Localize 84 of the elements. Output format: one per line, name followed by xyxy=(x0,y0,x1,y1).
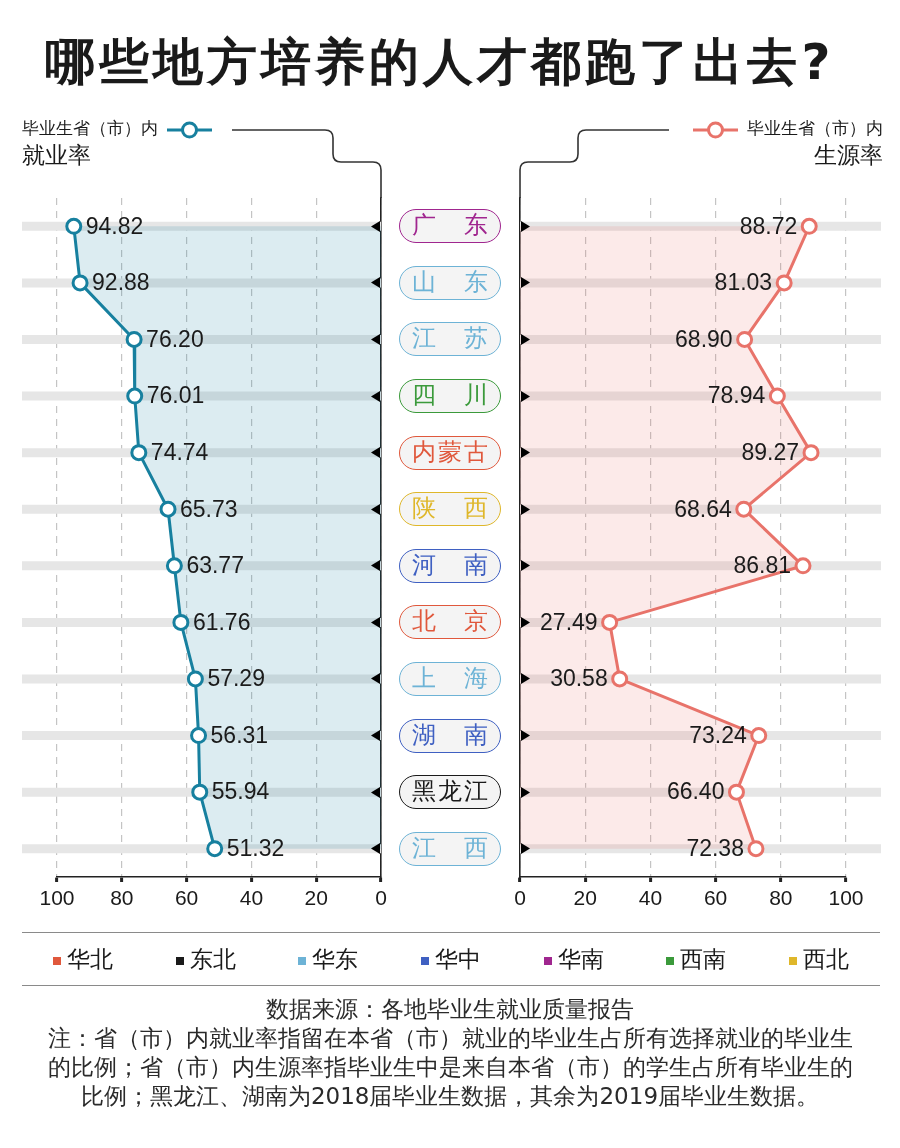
data-label: 76.01 xyxy=(146,382,205,409)
category-label: 北京 xyxy=(399,605,501,640)
data-label: 56.31 xyxy=(210,721,269,748)
x-tick-label: 100 xyxy=(828,886,864,910)
point xyxy=(735,500,753,518)
category-label: 广东 xyxy=(399,209,501,244)
category-label: 江西 xyxy=(399,831,501,866)
x-tick-label: 60 xyxy=(174,886,199,910)
point xyxy=(794,557,812,575)
point xyxy=(747,840,765,858)
data-label: 74.74 xyxy=(150,438,209,465)
point xyxy=(601,613,619,631)
data-label: 78.94 xyxy=(707,382,766,409)
point xyxy=(71,274,89,292)
data-label: 92.88 xyxy=(92,269,150,296)
category-label: 华中 xyxy=(434,946,481,972)
text: 注：省（市）内就业率指留在本省（市）就业的毕业生占所有选择就业的毕业生的比例；省（市）内生源率指毕业生中是来自本省（市）的学生占所有毕业生的比例；黑龙江、湖南为2018届毕业生数据，其余为2019届毕业生数据。 xyxy=(46,1024,854,1111)
x-tick-label: 0 xyxy=(514,886,526,910)
data-label: 72.38 xyxy=(686,835,744,862)
point xyxy=(727,783,745,801)
x-tick-label: 100 xyxy=(39,886,75,910)
point xyxy=(750,727,768,745)
point xyxy=(775,274,793,292)
category-label: 东北 xyxy=(189,946,236,972)
category-label: 上海 xyxy=(399,661,501,696)
data-label: 89.27 xyxy=(741,438,800,465)
category-label: 河南 xyxy=(399,548,501,583)
point xyxy=(800,217,818,235)
data-label: 65.73 xyxy=(180,495,238,522)
chart-title: 哪些地方培养的人才都跑了出去? xyxy=(44,32,836,92)
point xyxy=(65,217,83,235)
data-label: 76.20 xyxy=(146,325,204,352)
data-label: 86.81 xyxy=(733,552,791,579)
x-tick-label: 20 xyxy=(573,886,597,910)
data-label: 30.58 xyxy=(550,665,608,692)
point xyxy=(206,840,224,858)
category-label: 湖南 xyxy=(399,718,501,753)
data-label: 66.40 xyxy=(666,778,725,805)
category-label: 陕西 xyxy=(399,492,501,527)
data-label: 81.03 xyxy=(714,269,773,296)
point xyxy=(191,783,209,801)
point xyxy=(186,670,204,688)
data-label: 68.90 xyxy=(675,325,733,352)
point xyxy=(126,387,144,405)
x-tick-label: 60 xyxy=(703,886,728,910)
x-tick-label: 20 xyxy=(304,886,328,910)
category-label: 内蒙古 xyxy=(399,435,501,470)
x-tick-label: 40 xyxy=(239,886,264,910)
data-label: 94.82 xyxy=(85,212,144,239)
point xyxy=(130,444,148,462)
category-label: 华东 xyxy=(312,946,359,972)
point xyxy=(190,727,208,745)
data-label: 27.49 xyxy=(540,608,598,635)
data-label: 73.24 xyxy=(689,721,747,748)
category-label: 西北 xyxy=(802,946,849,972)
x-tick-label: 0 xyxy=(375,886,387,910)
legend-label: 毕业生省（市）内生源率 xyxy=(747,118,883,168)
category-label: 黑龙江 xyxy=(399,775,501,810)
category-label: 山东 xyxy=(399,265,501,300)
data-label: 61.76 xyxy=(192,608,251,635)
x-tick-label: 80 xyxy=(110,886,134,910)
x-tick-label: 40 xyxy=(638,886,663,910)
data-label: 57.29 xyxy=(207,665,265,692)
point xyxy=(159,500,177,518)
data-label: 68.64 xyxy=(674,495,732,522)
data-label: 55.94 xyxy=(211,778,270,805)
point xyxy=(611,670,629,688)
data-label: 63.77 xyxy=(186,552,244,579)
point xyxy=(768,387,786,405)
point xyxy=(165,557,183,575)
data-label: 88.72 xyxy=(739,212,798,239)
category-label: 华南 xyxy=(557,946,604,972)
category-label: 四川 xyxy=(399,379,501,414)
category-label: 西南 xyxy=(680,946,727,972)
point xyxy=(736,330,754,348)
legend-label: 毕业生省（市）内就业率 xyxy=(22,118,158,168)
data-label: 51.32 xyxy=(226,835,285,862)
point xyxy=(125,330,143,348)
point xyxy=(802,444,820,462)
x-tick-label: 80 xyxy=(769,886,793,910)
point xyxy=(172,613,190,631)
source-note: 数据来源：各地毕业生就业质量报告 xyxy=(265,995,635,1024)
category-label: 华北 xyxy=(67,946,114,972)
category-label: 江苏 xyxy=(399,322,501,357)
